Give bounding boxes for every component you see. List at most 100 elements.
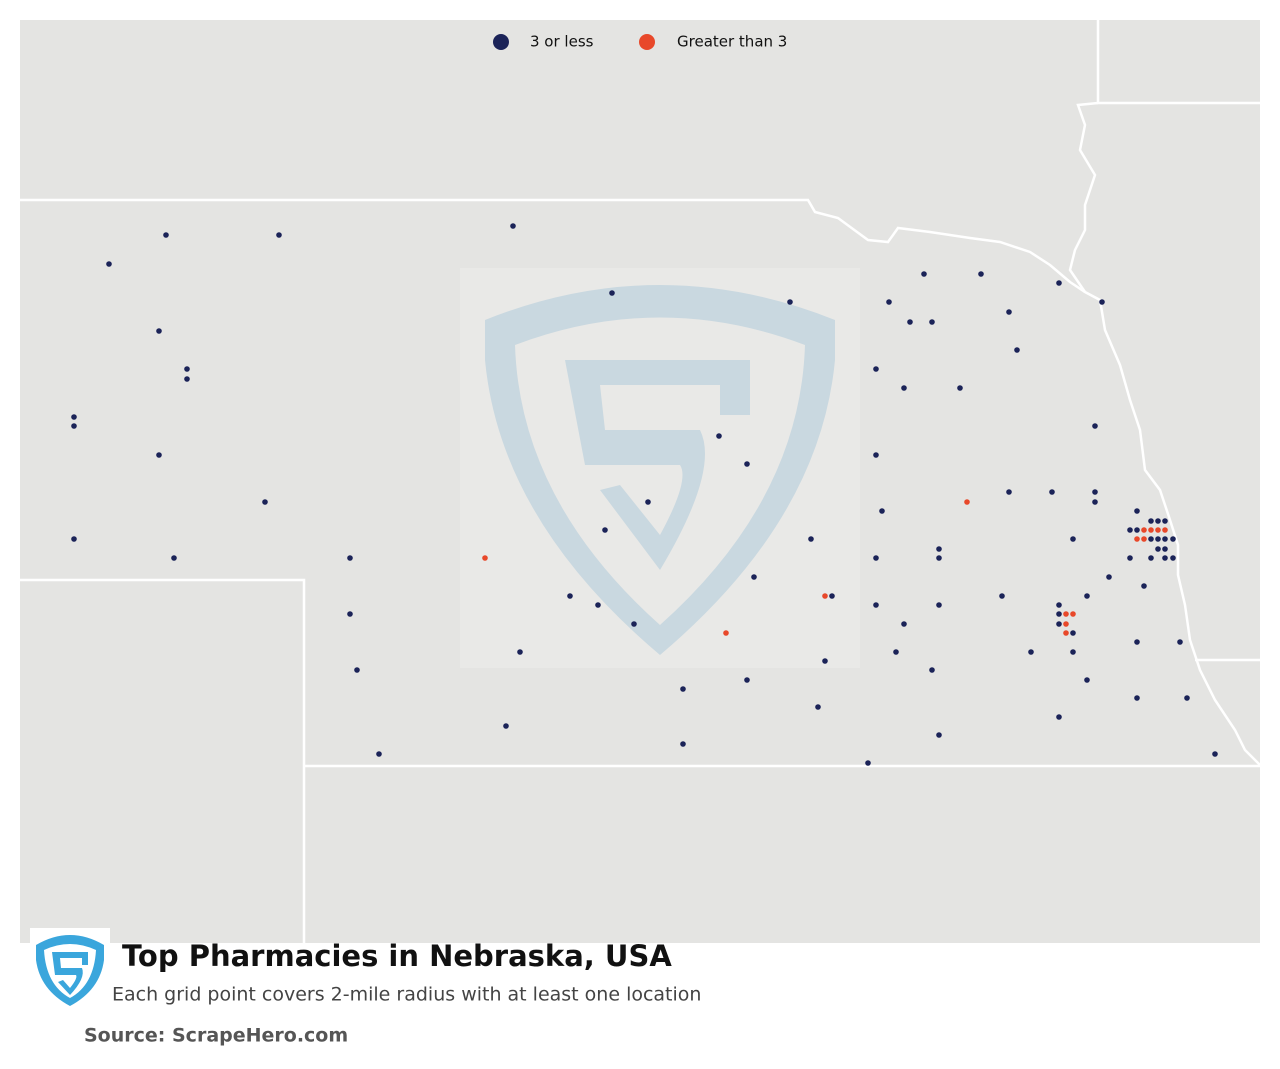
location-dot: [999, 593, 1005, 599]
location-dot: [1177, 639, 1183, 645]
location-dot: [184, 366, 190, 372]
location-dot: [723, 630, 729, 636]
location-dot: [1006, 309, 1012, 315]
location-dot: [1162, 546, 1168, 552]
location-dot: [1170, 536, 1176, 542]
location-dot: [1134, 527, 1140, 533]
location-dot: [347, 611, 353, 617]
legend-marker: [493, 34, 509, 50]
location-dot: [609, 290, 615, 296]
location-dot: [1162, 518, 1168, 524]
location-dot: [921, 271, 927, 277]
location-dot: [808, 536, 814, 542]
location-dot: [1155, 527, 1161, 533]
location-dot: [873, 366, 879, 372]
location-dots: [71, 223, 1218, 766]
location-dot: [879, 508, 885, 514]
legend-label: Greater than 3: [677, 33, 787, 51]
location-dot: [936, 546, 942, 552]
subtitle: Each grid point covers 2-mile radius wit…: [112, 984, 701, 1006]
location-dot: [1063, 611, 1069, 617]
location-dot: [1049, 489, 1055, 495]
location-dot: [936, 555, 942, 561]
state-borders: [20, 20, 1261, 943]
location-dot: [354, 667, 360, 673]
location-dot: [1170, 555, 1176, 561]
location-dot: [1056, 621, 1062, 627]
location-dot: [901, 385, 907, 391]
location-dot: [716, 433, 722, 439]
location-dot: [901, 621, 907, 627]
location-dot: [1014, 347, 1020, 353]
location-dot: [503, 723, 509, 729]
location-dot: [1063, 630, 1069, 636]
location-dot: [1056, 611, 1062, 617]
location-dot: [1099, 299, 1105, 305]
location-dot: [1134, 639, 1140, 645]
location-dot: [1070, 630, 1076, 636]
location-dot: [567, 593, 573, 599]
location-dot: [829, 593, 835, 599]
location-dot: [1141, 527, 1147, 533]
location-dot: [482, 555, 488, 561]
location-dot: [822, 593, 828, 599]
location-dot: [1184, 695, 1190, 701]
location-dot: [71, 536, 77, 542]
location-dot: [510, 223, 516, 229]
location-dot: [1134, 508, 1140, 514]
location-dot: [1028, 649, 1034, 655]
location-dot: [1084, 593, 1090, 599]
location-dot: [262, 499, 268, 505]
location-dot: [1127, 555, 1133, 561]
location-dot: [744, 461, 750, 467]
location-dot: [936, 602, 942, 608]
location-dot: [978, 271, 984, 277]
location-dot: [1162, 527, 1168, 533]
location-dot: [71, 414, 77, 420]
location-dot: [936, 732, 942, 738]
location-dot: [822, 658, 828, 664]
location-dot: [744, 677, 750, 683]
location-dot: [1063, 621, 1069, 627]
location-dot: [751, 574, 757, 580]
location-dot: [1056, 602, 1062, 608]
title: Top Pharmacies in Nebraska, USA: [122, 939, 672, 973]
watermark: [460, 268, 860, 668]
location-dot: [873, 452, 879, 458]
location-dot: [680, 686, 686, 692]
location-dot: [1162, 555, 1168, 561]
location-dot: [156, 328, 162, 334]
location-dot: [1092, 489, 1098, 495]
location-dot: [1162, 536, 1168, 542]
source: Source: ScrapeHero.com: [84, 1025, 348, 1047]
location-dot: [1056, 280, 1062, 286]
location-dot: [645, 499, 651, 505]
legend-marker: [639, 34, 655, 50]
location-dot: [1070, 649, 1076, 655]
location-dot: [1070, 536, 1076, 542]
location-dot: [595, 602, 601, 608]
location-dot: [1084, 677, 1090, 683]
location-dot: [929, 319, 935, 325]
location-dot: [1148, 518, 1154, 524]
location-dot: [376, 751, 382, 757]
location-dot: [1092, 499, 1098, 505]
location-dot: [1070, 611, 1076, 617]
location-dot: [815, 704, 821, 710]
location-dot: [1106, 574, 1112, 580]
legend: 3 or less Greater than 3: [493, 33, 787, 51]
location-dot: [1092, 423, 1098, 429]
location-dot: [1056, 714, 1062, 720]
location-dot: [964, 499, 970, 505]
location-dot: [106, 261, 112, 267]
location-dot: [1141, 583, 1147, 589]
location-dot: [1155, 536, 1161, 542]
location-dot: [163, 232, 169, 238]
location-dot: [865, 760, 871, 766]
logo: [30, 928, 110, 1008]
location-dot: [787, 299, 793, 305]
location-dot: [1148, 555, 1154, 561]
location-dot: [1148, 536, 1154, 542]
location-dot: [1155, 518, 1161, 524]
